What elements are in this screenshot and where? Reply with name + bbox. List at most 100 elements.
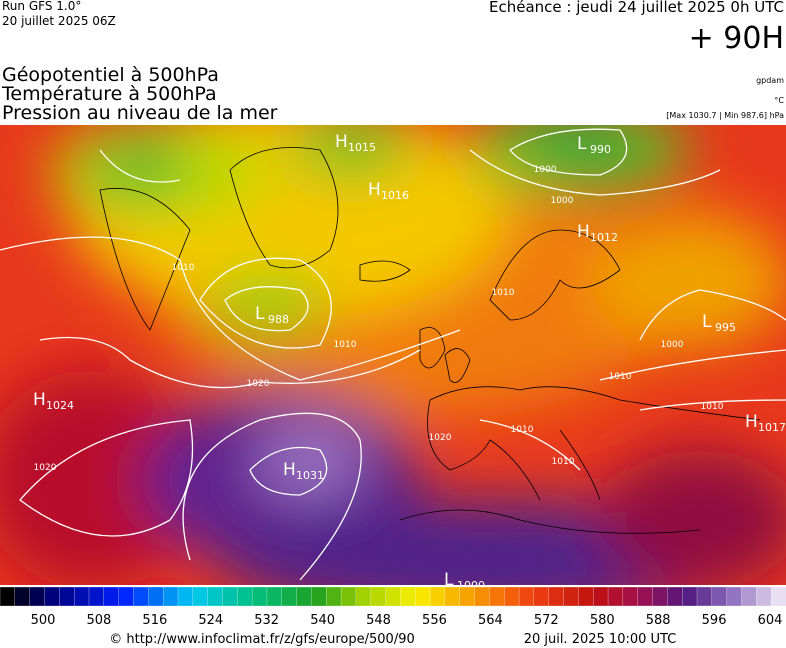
isobar-label: 1010 [701,402,724,412]
swatch [192,586,209,607]
center-letter: H [368,180,381,200]
isobar-label: 1010 [552,457,575,467]
swatch [637,586,654,607]
footer-url: © http://www.infoclimat.fr/z/gfs/europe/… [109,632,415,647]
swatch [74,586,90,607]
swatch [281,586,298,607]
center-value: 988 [268,313,289,326]
center-value: 1024 [46,399,74,412]
swatch [14,586,31,607]
unit: [Max 1030.7 | Min 987.6] hPa [666,111,784,120]
center-value: 995 [715,321,736,334]
colorbar-label: 572 [534,613,559,628]
swatch [578,586,594,607]
isobar-label: 1010 [609,372,632,382]
swatch [103,586,120,607]
center-letter: H [33,390,46,410]
swatch [726,586,743,607]
swatch [237,586,253,607]
swatch [311,586,327,607]
isobar-label: 1010 [492,288,515,298]
colorbar-label: 604 [758,613,783,628]
swatch [444,586,461,607]
center-letter: L [444,570,454,590]
swatch [622,586,639,607]
isobar-label: 1000 [534,165,557,175]
swatch [44,586,60,607]
center-letter: H [283,460,296,480]
center-letter: L [255,304,265,324]
colorbar-label: 548 [366,613,391,628]
swatch [326,586,342,607]
swatch [296,586,313,607]
swatch [518,586,535,607]
swatch [429,586,446,607]
swatch [355,586,372,607]
colorbar-label: 580 [590,613,615,628]
center-value: 1016 [381,189,409,202]
swatch [711,586,728,607]
swatch [504,586,520,607]
center-value: 1015 [348,141,376,154]
swatch [682,586,698,607]
run: Run GFS 1.0° [2,0,81,13]
horizon: + 90H [689,21,784,56]
swatch [400,586,416,607]
colorbar-label: 500 [31,613,56,628]
swatch [489,586,505,607]
echeance: Echéance : jeudi 24 juillet 2025 0h UTC [489,0,784,16]
footer-date: 20 juil. 2025 10:00 UTC [524,632,677,647]
colorbar: 500 508 516 524 532 540 548 556 564 572 580 588 596 6… [0,586,786,628]
swatch [207,586,224,607]
center-value: 990 [590,143,611,156]
swatch [266,586,283,607]
swatch [162,586,179,607]
center-letter: L [577,134,587,154]
isobar-label: 1000 [551,196,574,206]
swatch [88,586,105,607]
center-letter: L [702,312,712,332]
isobar-label: 1010 [172,263,195,273]
swatch [0,586,16,607]
run-date: 20 juillet 2025 06Z [2,14,116,28]
swatch [667,586,683,607]
swatch [548,586,565,607]
colorbar-label: 532 [254,613,279,628]
swatch [385,586,402,607]
title: Pression au niveau de la mer [2,102,278,124]
colorbar-label: 508 [87,613,112,628]
swatch [118,586,135,607]
isobar-label: 1010 [511,425,534,435]
swatch [59,586,75,607]
swatch [459,586,476,607]
swatch [177,586,194,607]
swatch [563,586,580,607]
colorbar-label: 564 [478,613,503,628]
isobar-label: 1020 [247,379,270,389]
title: Géopotentiel à 500hPa [2,64,219,86]
isobar-label: 1020 [429,433,452,443]
coastlines [99,147,761,534]
swatch [251,586,268,607]
center-value: 1000 [457,579,485,592]
swatch [771,586,786,607]
isobar-label: 1020 [34,463,57,473]
swatch [652,586,669,607]
center-letter: H [745,412,758,432]
swatch [222,586,238,607]
colorbar-label: 524 [198,613,223,628]
colorbar-label: 596 [702,613,727,628]
swatch [607,586,624,607]
swatch [29,586,46,607]
isobars [0,128,786,581]
center-value: 1031 [296,469,324,482]
title: Température à 500hPa [1,83,217,105]
colorbar-label: 556 [422,613,447,628]
unit: °C [774,96,784,105]
swatch [370,586,387,607]
